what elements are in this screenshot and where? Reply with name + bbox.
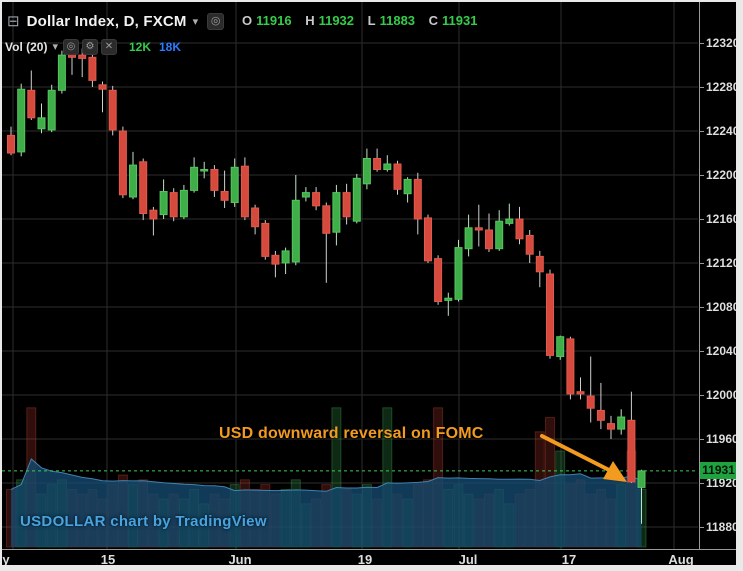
high-label: H [305,13,315,28]
high-value: 11932 [318,13,355,28]
price-tick-label: 12200 [706,168,736,182]
price-tick-label: 11960 [706,432,736,446]
price-tick-mark [700,527,704,528]
open-value: 11916 [256,13,292,28]
chevron-down-icon[interactable]: ▾ [52,41,58,53]
close-icon[interactable]: ✕ [100,38,117,55]
price-tick-label: 11920 [706,476,736,490]
chevron-down-icon[interactable]: ▾ [192,15,199,28]
tradingview-chart-widget: USDOLLAR chart by TradingView USD downwa… [2,2,736,565]
time-tick-label: Aug [668,552,694,565]
low-value: 11883 [379,13,416,28]
price-tick-mark [700,43,704,44]
symbol-title[interactable]: Dollar Index, D, FXCM [26,12,187,30]
hide-indicator-button[interactable]: ◎ [62,38,79,55]
price-tick-mark [700,307,704,308]
price-tick-mark [700,219,704,220]
price-tick-label: 12160 [706,212,736,226]
time-tick-label: Jul [458,552,478,565]
hide-series-button[interactable]: ◎ [207,12,225,30]
ohlc-legend: O 11916 H 11932 L 11883 C 11931 [242,13,477,28]
price-tick-label: 12040 [706,344,736,358]
minimize-icon[interactable]: ⊟ [7,12,20,30]
price-tick-label: 11880 [706,520,736,534]
time-tick-label: y [2,552,10,565]
price-tick-mark [700,395,704,396]
time-tick-label: Jun [228,552,252,565]
price-tick-mark [700,131,704,132]
price-tick-label: 12080 [706,300,736,314]
gear-icon[interactable]: ⚙ [81,38,98,55]
time-tick-label: 15 [100,552,116,565]
price-tick-mark [700,439,704,440]
price-tick-mark [700,351,704,352]
time-tick-label: 17 [561,552,577,565]
volume-current-value: 12K [128,39,151,54]
annotation-text[interactable]: USD downward reversal on FOMC [219,425,484,442]
price-tick-label: 12280 [706,80,736,94]
close-value: 11931 [442,13,478,28]
low-label: L [367,13,376,28]
price-tick-mark [700,263,704,264]
watermark: USDOLLAR chart by TradingView [20,513,267,530]
candlestick-plot[interactable] [2,2,699,565]
price-tick-mark [700,483,704,484]
open-label: O [242,13,253,28]
volume-ma-value: 18K [159,39,182,54]
last-price-label: 11931 [700,462,736,480]
time-axis[interactable]: y 15 Jun 19 Jul 17 Aug [2,549,736,565]
price-tick-label: 12320 [706,36,736,50]
volume-indicator-label[interactable]: Vol (20) [5,39,48,54]
close-label: C [428,13,439,28]
price-tick-label: 12240 [706,124,736,138]
price-tick-label: 12000 [706,388,736,402]
annotation-arrow[interactable] [2,2,699,565]
time-tick-label: 19 [357,552,373,565]
price-tick-mark [700,175,704,176]
price-tick-mark [700,87,704,88]
